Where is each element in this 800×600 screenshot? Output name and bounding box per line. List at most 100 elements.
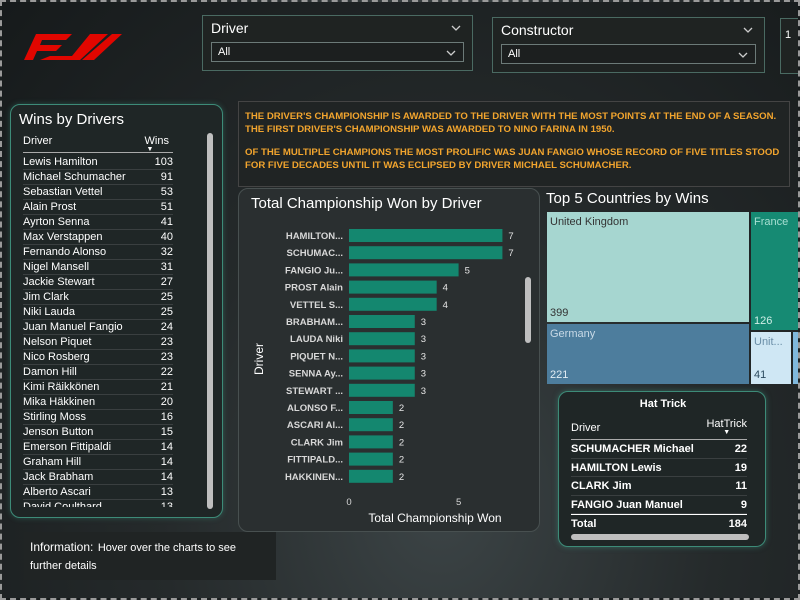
table-row[interactable]: HAMILTON Lewis 19 — [571, 459, 747, 477]
treemap-tile[interactable]: Unit... 41 — [751, 332, 791, 384]
driver-select[interactable]: All — [211, 42, 464, 62]
chevron-down-icon — [738, 52, 748, 58]
table-row[interactable]: FANGIO Juan Manuel 9 — [571, 496, 747, 514]
bar[interactable] — [349, 366, 415, 380]
table-row[interactable]: Niki Lauda 25 — [23, 305, 173, 320]
table-row[interactable]: Alain Prost 51 — [23, 200, 173, 215]
table-row[interactable]: David Coulthard 13 — [23, 500, 173, 507]
chevron-down-icon[interactable] — [742, 24, 754, 36]
info-text-part: IN 1950. — [575, 124, 615, 135]
table-row[interactable]: Damon Hill 22 — [23, 365, 173, 380]
bar[interactable] — [349, 263, 459, 277]
bar[interactable] — [349, 246, 503, 260]
table-row[interactable]: Jack Brabham 14 — [23, 470, 173, 485]
championship-bar-chart[interactable]: HAMILTON... 7 SCHUMAC... 7 FANGIO Ju... 5 PROS… — [239, 189, 541, 533]
bar[interactable] — [349, 452, 393, 466]
table-row[interactable]: Nigel Mansell 31 — [23, 260, 173, 275]
table-row[interactable]: Alberto Ascari 13 — [23, 485, 173, 500]
partial-slicer-text: 1 — [785, 29, 792, 41]
driver-wins: 13 — [160, 486, 173, 498]
data-label: 2 — [399, 455, 404, 466]
driver-name: Alberto Ascari — [23, 486, 91, 498]
driver-wins: 32 — [160, 246, 173, 258]
data-label: 7 — [508, 248, 513, 259]
table-row[interactable]: Mika Häkkinen 20 — [23, 395, 173, 410]
bar[interactable] — [349, 229, 503, 242]
table-row[interactable]: Kimi Räikkönen 21 — [23, 380, 173, 395]
chart-scrollbar[interactable] — [525, 277, 531, 343]
constructor-select[interactable]: All — [501, 44, 756, 64]
bar[interactable] — [349, 349, 415, 363]
info-highlight-name: MICHAEL SCHUMACHER — [513, 160, 629, 171]
info-text-part: . — [628, 160, 632, 171]
table-row[interactable]: CLARK Jim 11 — [571, 477, 747, 496]
bar[interactable] — [349, 469, 393, 483]
driver-wins: 14 — [160, 471, 173, 483]
tile-label: Germany — [550, 328, 596, 340]
treemap-tile[interactable]: France 126 — [751, 212, 798, 330]
chevron-down-icon[interactable] — [450, 22, 462, 34]
constructor-select-value: All — [508, 48, 521, 60]
driver-wins: 24 — [160, 321, 173, 333]
bar[interactable] — [349, 332, 415, 346]
hat-driver-name: FANGIO Juan Manuel — [571, 498, 683, 511]
data-label: 3 — [421, 334, 426, 345]
wins-scrollbar[interactable] — [207, 133, 213, 509]
driver-name: Kimi Räikkönen — [23, 381, 100, 393]
table-row[interactable]: Nico Rosberg 23 — [23, 350, 173, 365]
driver-slicer[interactable]: Driver All — [202, 15, 473, 71]
data-label: 7 — [508, 231, 513, 242]
driver-select-value: All — [218, 46, 231, 58]
table-row[interactable]: Emerson Fittipaldi 14 — [23, 440, 173, 455]
table-row[interactable]: Ayrton Senna 41 — [23, 215, 173, 230]
wins-table-body: Lewis Hamilton 103 Michael Schumacher 91 Seb… — [23, 155, 173, 507]
table-row[interactable]: Lewis Hamilton 103 — [23, 155, 173, 170]
bar[interactable] — [349, 401, 393, 414]
bar[interactable] — [349, 435, 393, 449]
table-row[interactable]: SCHUMACHER Michael 22 — [571, 440, 747, 459]
table-row[interactable]: Michael Schumacher 91 — [23, 170, 173, 185]
driver-name: Max Verstappen — [23, 231, 103, 243]
table-row[interactable]: Nelson Piquet 23 — [23, 335, 173, 350]
treemap-tile[interactable] — [793, 332, 798, 384]
driver-wins: 53 — [160, 186, 173, 198]
table-row[interactable]: Jim Clark 25 — [23, 290, 173, 305]
table-row[interactable]: Graham Hill 14 — [23, 455, 173, 470]
hat-trick-scrollbar[interactable] — [571, 534, 749, 540]
bar[interactable] — [349, 383, 415, 397]
bar[interactable] — [349, 297, 437, 311]
driver-wins: 51 — [160, 201, 173, 213]
table-row[interactable]: Max Verstappen 40 — [23, 230, 173, 245]
col-wins-header[interactable]: Wins ▼ — [145, 135, 169, 153]
table-row[interactable]: Sebastian Vettel 53 — [23, 185, 173, 200]
treemap-tile[interactable]: United Kingdom 399 — [547, 212, 749, 322]
table-row[interactable]: Jenson Button 15 — [23, 425, 173, 440]
data-label: 2 — [399, 420, 404, 431]
col-hattrick-header[interactable]: HatTrick ▼ — [706, 418, 747, 439]
tile-label: France — [754, 216, 789, 228]
driver-name: Damon Hill — [23, 366, 77, 378]
table-row[interactable]: Jackie Stewart 27 — [23, 275, 173, 290]
bar[interactable] — [349, 315, 415, 328]
table-row[interactable]: Fernando Alonso 32 — [23, 245, 173, 260]
driver-name: Emerson Fittipaldi — [23, 441, 112, 453]
category-tick-label: STEWART ... — [286, 386, 343, 397]
chevron-down-icon — [446, 50, 456, 56]
table-row[interactable]: Stirling Moss 16 — [23, 410, 173, 425]
col-driver-header[interactable]: Driver — [571, 422, 601, 434]
constructor-slicer[interactable]: Constructor All — [492, 17, 765, 73]
driver-wins: 40 — [160, 231, 173, 243]
f1-logo-icon — [24, 34, 122, 60]
bar[interactable] — [349, 280, 437, 294]
col-driver-header[interactable]: Driver — [23, 135, 53, 147]
partial-slicer[interactable]: 1 — [780, 18, 798, 74]
category-tick-label: VETTEL S... — [290, 300, 343, 311]
driver-wins: 27 — [160, 276, 173, 288]
bar[interactable] — [349, 418, 393, 432]
treemap-tile[interactable]: Germany 221 — [547, 324, 749, 384]
category-tick-label: SENNA Ay... — [289, 369, 343, 380]
hat-trick-count: 22 — [734, 443, 747, 455]
category-tick-label: FITTIPALD... — [287, 455, 343, 466]
hat-driver-name: CLARK Jim — [571, 480, 632, 492]
table-row[interactable]: Juan Manuel Fangio 24 — [23, 320, 173, 335]
